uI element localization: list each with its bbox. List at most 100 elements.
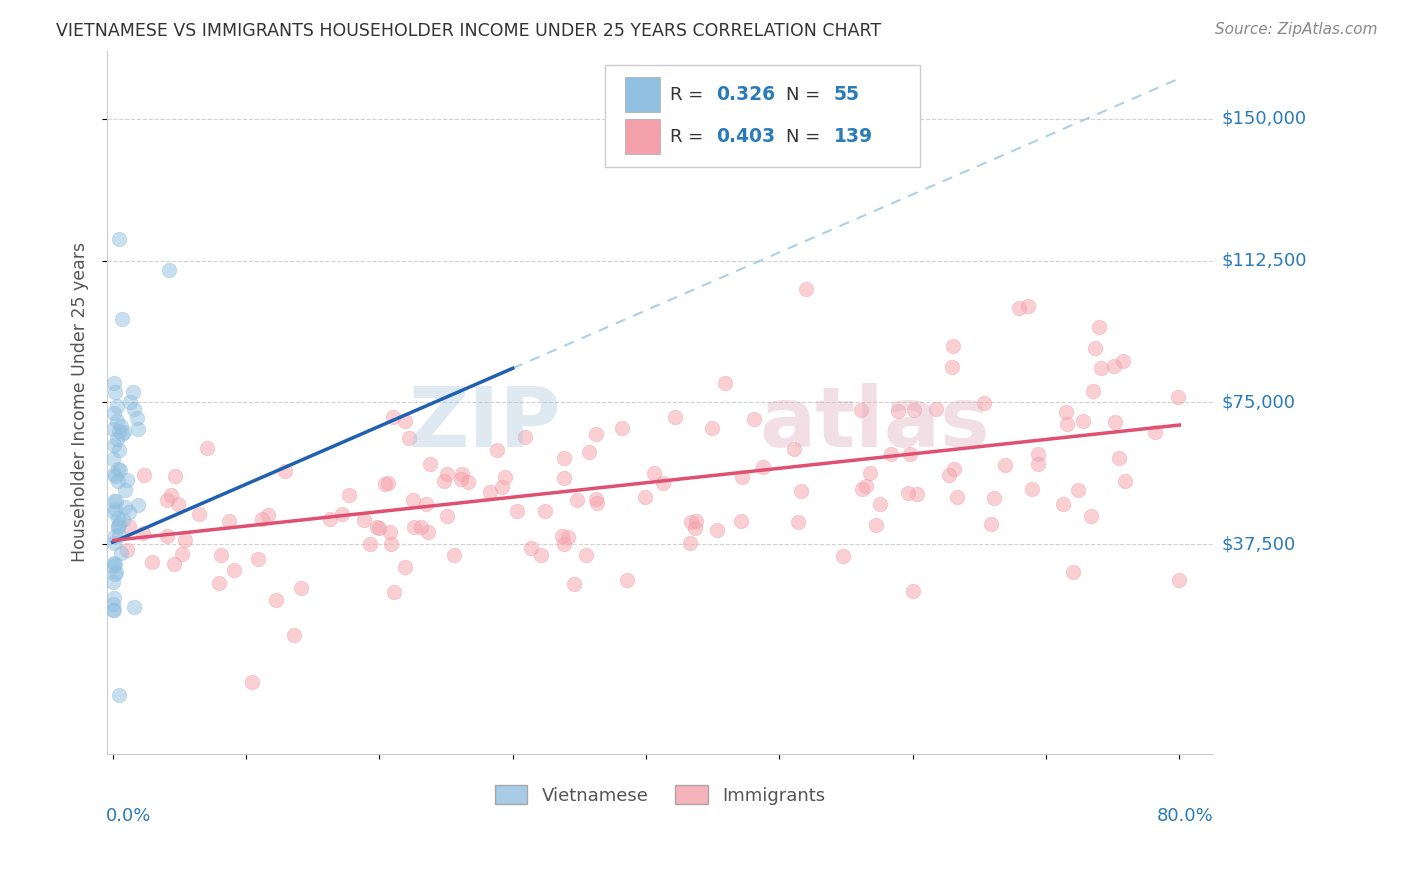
Point (156, 529, 179, 543)
Point (880, 447, 903, 461)
Point (209, 548, 232, 562)
Text: N =: N = (786, 86, 827, 103)
Point (378, 524, 401, 539)
Point (1108, 450, 1130, 465)
Point (1052, 497, 1074, 511)
Point (290, 581, 312, 595)
Point (865, 518, 887, 533)
Point (402, 519, 425, 533)
Point (104, 529, 127, 543)
Point (1090, 360, 1112, 375)
Point (115, 474, 138, 488)
Point (1102, 359, 1125, 374)
Point (359, 537, 381, 551)
Point (187, 507, 209, 521)
Point (411, 520, 433, 534)
Point (240, 675, 263, 690)
Point (105, 432, 128, 446)
Point (681, 515, 703, 529)
Point (257, 508, 280, 523)
Point (980, 517, 1002, 532)
Point (382, 585, 405, 599)
Point (103, 494, 125, 508)
Point (787, 515, 810, 529)
Point (679, 536, 702, 550)
Point (451, 467, 474, 481)
Point (1112, 354, 1135, 368)
Point (394, 559, 416, 574)
Point (104, 502, 127, 516)
Point (730, 514, 752, 528)
Text: VIETNAMESE VS IMMIGRANTS HOUSEHOLDER INCOME UNDER 25 YEARS CORRELATION CHART: VIETNAMESE VS IMMIGRANTS HOUSEHOLDER INC… (56, 22, 882, 40)
Point (103, 438, 125, 452)
Point (107, 520, 129, 534)
Point (394, 414, 416, 428)
Point (534, 504, 557, 518)
Text: 0.0%: 0.0% (107, 806, 152, 825)
Point (174, 533, 197, 548)
Point (730, 470, 752, 484)
Point (789, 484, 811, 499)
Point (983, 491, 1005, 505)
Point (104, 557, 127, 571)
Point (553, 471, 575, 485)
Point (1083, 384, 1105, 399)
Point (706, 524, 728, 538)
Point (337, 488, 360, 502)
Point (118, 505, 141, 519)
Point (702, 421, 724, 435)
Point (110, 418, 132, 433)
Point (222, 563, 245, 577)
Y-axis label: Householder Income Under 25 years: Householder Income Under 25 years (72, 243, 89, 562)
Point (112, 425, 135, 439)
Point (1114, 474, 1136, 488)
Point (398, 432, 420, 446)
Point (121, 384, 143, 399)
Point (103, 556, 125, 570)
Point (118, 518, 141, 533)
Point (103, 506, 125, 520)
Point (1080, 509, 1102, 524)
Point (831, 549, 853, 564)
Point (163, 557, 186, 571)
Point (107, 462, 129, 476)
Point (246, 552, 269, 566)
Point (107, 475, 129, 489)
Point (849, 402, 872, 417)
Point (112, 513, 135, 527)
Point (485, 443, 508, 458)
Legend: Vietnamese, Immigrants: Vietnamese, Immigrants (488, 778, 832, 812)
Point (1088, 319, 1111, 334)
Point (479, 485, 502, 500)
Point (575, 548, 598, 562)
Point (125, 411, 148, 425)
Point (494, 469, 516, 483)
Point (124, 600, 146, 615)
Point (905, 486, 928, 500)
Point (107, 510, 129, 524)
Point (897, 486, 920, 500)
Point (377, 476, 399, 491)
Point (283, 628, 305, 642)
Point (141, 555, 163, 569)
Text: 0.326: 0.326 (717, 86, 776, 104)
Text: 139: 139 (834, 128, 873, 146)
Point (1143, 425, 1166, 440)
Point (195, 441, 218, 455)
Point (366, 519, 388, 533)
Text: R =: R = (671, 86, 709, 103)
Point (127, 499, 149, 513)
Point (530, 548, 553, 562)
Point (122, 401, 145, 416)
Point (578, 445, 600, 459)
Point (111, 312, 134, 326)
Point (103, 376, 125, 390)
FancyBboxPatch shape (605, 65, 920, 167)
Point (942, 338, 965, 352)
Point (938, 468, 960, 483)
Point (664, 410, 686, 425)
Point (851, 483, 873, 497)
Point (103, 559, 125, 574)
Text: 80.0%: 80.0% (1157, 806, 1213, 825)
Point (924, 402, 946, 417)
